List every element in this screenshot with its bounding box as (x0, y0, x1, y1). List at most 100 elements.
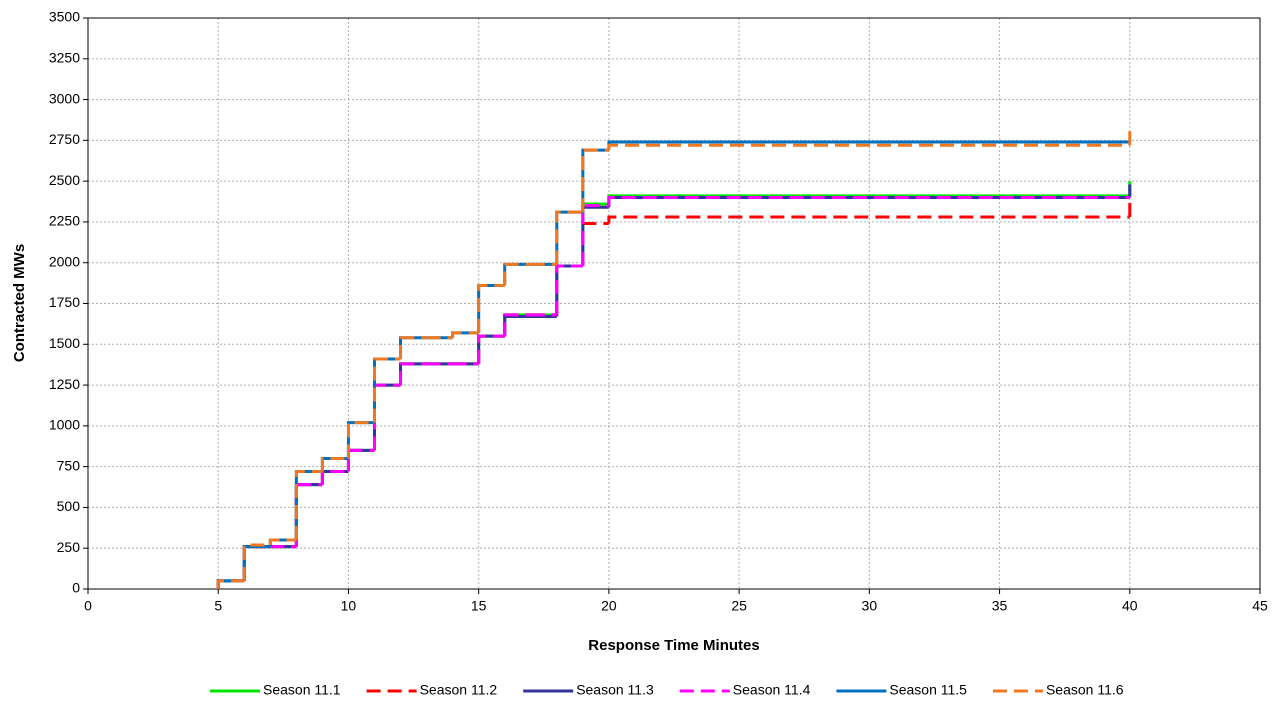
step-segment (399, 362, 427, 386)
step-segment (581, 222, 609, 266)
y-tick-label: 1500 (49, 335, 80, 351)
step-segment (294, 483, 323, 547)
step-segment (503, 313, 531, 337)
legend-label: Season 11.3 (576, 682, 654, 698)
step-segment (320, 470, 349, 485)
step-segment (294, 470, 323, 541)
step-segment (477, 334, 505, 364)
step-segment (346, 448, 375, 472)
y-tick-label: 3500 (49, 9, 80, 25)
step-segment (477, 284, 505, 333)
step-segment (372, 383, 401, 451)
y-tick-label: 750 (57, 457, 81, 473)
step-segment (477, 284, 505, 333)
y-tick-label: 3250 (49, 49, 80, 65)
step-segment (503, 262, 531, 286)
x-tick-label: 15 (471, 598, 487, 614)
step-segment (503, 315, 531, 337)
step-segment (555, 264, 583, 315)
y-tick-label: 1250 (49, 376, 80, 392)
step-segment (372, 383, 401, 451)
step-segment (451, 331, 479, 338)
y-tick-label: 2750 (49, 131, 80, 147)
step-segment (503, 262, 531, 286)
step-segment (320, 470, 349, 485)
step-segment (372, 383, 401, 451)
series (216, 184, 1132, 589)
step-segment (503, 313, 531, 337)
step-segment (372, 357, 401, 423)
y-tick-label: 0 (72, 580, 80, 596)
step-segment (242, 545, 271, 581)
series (216, 128, 1132, 589)
step-segment (581, 148, 609, 213)
step-segment (399, 336, 427, 359)
y-tick-label: 1750 (49, 294, 80, 310)
step-segment (555, 264, 583, 315)
step-segment (555, 264, 583, 317)
step-segment (399, 362, 427, 386)
step-segment (372, 383, 401, 451)
x-tick-label: 40 (1122, 598, 1138, 614)
step-segment (607, 215, 1130, 224)
series (216, 140, 1130, 589)
x-tick-label: 0 (84, 598, 92, 614)
step-segment (294, 483, 323, 547)
step-segment (242, 545, 271, 581)
step-segment (477, 334, 505, 364)
legend-label: Season 11.1 (263, 682, 341, 698)
step-segment (399, 336, 427, 359)
step-segment (346, 448, 375, 472)
legend-label: Season 11.4 (733, 682, 811, 698)
step-segment (242, 543, 271, 581)
step-segment (294, 470, 323, 541)
step-segment (372, 357, 401, 423)
step-segment (320, 456, 349, 472)
step-segment (320, 470, 349, 485)
legend-label: Season 11.5 (889, 682, 967, 698)
series (216, 202, 1132, 589)
step-segment (346, 421, 375, 459)
step-segment (581, 205, 609, 266)
step-segment (399, 362, 427, 386)
x-tick-label: 30 (862, 598, 878, 614)
step-segment (242, 545, 271, 581)
step-segment (242, 545, 271, 581)
y-tick-label: 3000 (49, 90, 80, 106)
y-tick-label: 2500 (49, 172, 80, 188)
x-tick-label: 35 (992, 598, 1008, 614)
x-tick-label: 25 (731, 598, 747, 614)
step-segment (555, 210, 583, 265)
step-segment (294, 483, 323, 547)
y-tick-label: 2000 (49, 253, 80, 269)
plot-frame (87, 17, 1261, 590)
step-segment (581, 204, 609, 266)
step-segment (555, 264, 583, 315)
step-segment (607, 143, 1130, 151)
y-tick-label: 2250 (49, 213, 80, 229)
step-segment (581, 202, 609, 266)
step-segment (477, 334, 505, 364)
step-segment (242, 545, 271, 581)
y-tick-label: 250 (57, 539, 81, 555)
step-segment (346, 448, 375, 472)
x-tick-label: 45 (1252, 598, 1268, 614)
x-tick-label: 10 (341, 598, 357, 614)
step-segment (346, 421, 375, 459)
step-segment (555, 210, 583, 265)
step-segment (607, 195, 1130, 206)
series (216, 195, 1130, 589)
x-tick-label: 5 (214, 598, 222, 614)
x-axis-label: Response Time Minutes (588, 637, 759, 654)
step-segment (216, 579, 245, 589)
y-tick-label: 500 (57, 498, 81, 514)
step-segment (477, 334, 505, 364)
x-tick-label: 20 (601, 598, 617, 614)
step-segment (268, 538, 297, 545)
y-axis-label: Contracted MWs (11, 244, 28, 362)
step-segment (320, 456, 349, 472)
step-segment (399, 362, 427, 386)
legend-label: Season 11.6 (1046, 682, 1124, 698)
